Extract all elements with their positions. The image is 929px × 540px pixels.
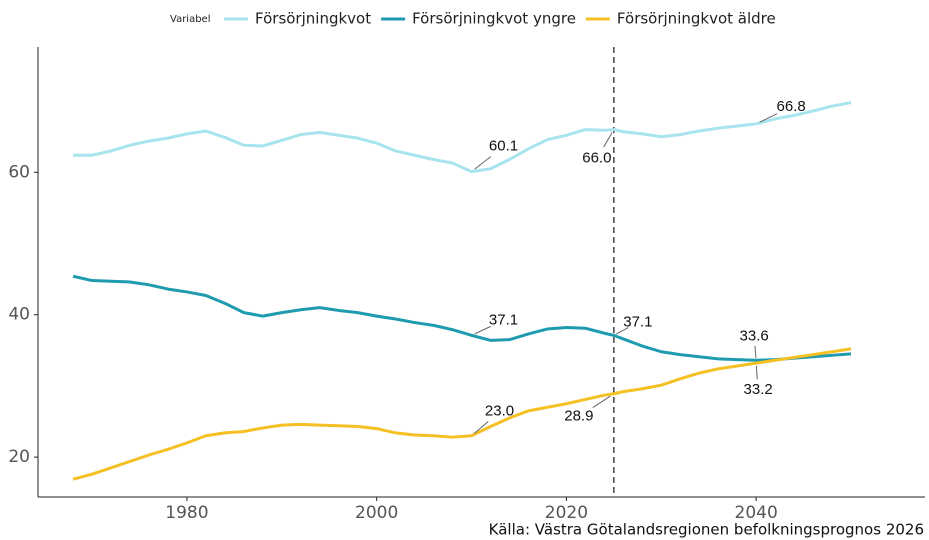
label-leader bbox=[603, 132, 613, 148]
y-tick-label: 40 bbox=[8, 305, 30, 325]
data-label: 23.0 bbox=[485, 403, 514, 420]
label-leader bbox=[474, 420, 489, 434]
data-label: 66.0 bbox=[582, 150, 611, 167]
data-label: 33.2 bbox=[744, 381, 773, 398]
legend-title: Variabel bbox=[170, 14, 211, 25]
label-leader bbox=[592, 395, 611, 408]
series-line bbox=[73, 101, 852, 174]
data-label: 28.9 bbox=[564, 408, 593, 425]
x-tick-label: 1980 bbox=[165, 503, 208, 523]
x-tick-label: 2000 bbox=[355, 503, 398, 523]
data-label: 37.1 bbox=[623, 313, 652, 330]
data-label: 33.6 bbox=[740, 327, 769, 344]
label-leader bbox=[616, 327, 629, 335]
legend-label: Försörjningkvot yngre bbox=[412, 10, 576, 28]
y-tick-label: 20 bbox=[8, 447, 30, 467]
x-tick-label: 2020 bbox=[545, 503, 588, 523]
label-leader bbox=[755, 365, 758, 380]
label-leader bbox=[754, 345, 757, 358]
series-line bbox=[72, 347, 852, 481]
label-leader bbox=[474, 156, 492, 170]
label-leader bbox=[759, 113, 778, 123]
data-label: 66.8 bbox=[777, 98, 806, 115]
legend-label: Försörjningkvot äldre bbox=[617, 10, 776, 28]
x-tick-label: 2040 bbox=[735, 503, 778, 523]
caption: Källa: Västra Götalandsregionen befolkni… bbox=[489, 521, 924, 539]
legend-label: Försörjningkvot bbox=[255, 10, 371, 28]
data-label: 37.1 bbox=[489, 311, 518, 328]
data-label: 60.1 bbox=[489, 138, 518, 155]
label-leader bbox=[474, 325, 491, 335]
series-line bbox=[72, 274, 852, 362]
y-tick-label: 60 bbox=[8, 162, 30, 182]
